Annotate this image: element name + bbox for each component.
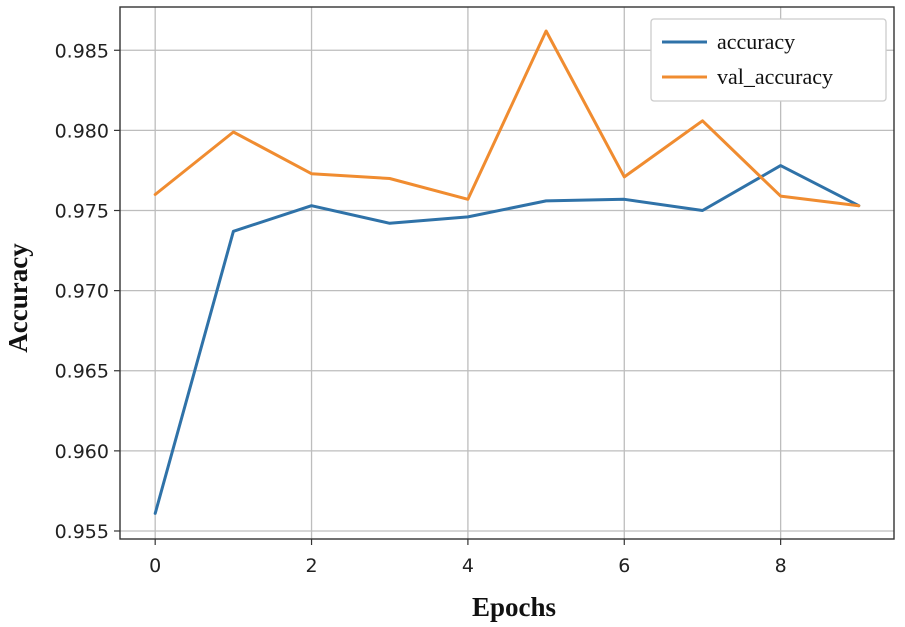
x-tick-label: 0 <box>149 555 161 577</box>
legend-box <box>650 18 887 102</box>
legend: accuracy val_accuracy <box>650 18 887 102</box>
series-lines <box>153 29 861 515</box>
x-tick-label: 8 <box>775 555 787 577</box>
grid <box>120 7 894 539</box>
y-axis-title: Accuracy <box>3 243 33 353</box>
x-tick-label: 2 <box>305 555 317 577</box>
y-tick-label: 0.955 <box>55 521 109 543</box>
y-tick-label: 0.965 <box>55 361 109 383</box>
y-tick-label: 0.970 <box>55 281 109 303</box>
legend-label-accuracy: accuracy <box>717 29 795 54</box>
x-axis-ticks: 0 2 4 6 8 <box>149 539 787 577</box>
y-tick-label: 0.960 <box>55 441 109 463</box>
series-line-val-accuracy <box>153 29 861 208</box>
series-line-accuracy <box>153 164 861 515</box>
y-tick-label: 0.985 <box>55 40 109 62</box>
x-axis-title: Epochs <box>472 592 556 622</box>
plot-frame <box>119 6 895 540</box>
y-tick-label: 0.980 <box>55 120 109 142</box>
x-tick-label: 6 <box>618 555 630 577</box>
y-axis-ticks: 0.955 0.960 0.965 0.970 0.975 0.980 0.985 <box>55 40 120 543</box>
x-tick-label: 4 <box>462 555 474 577</box>
legend-label-val-accuracy: val_accuracy <box>717 64 833 89</box>
y-tick-label: 0.975 <box>55 201 109 223</box>
